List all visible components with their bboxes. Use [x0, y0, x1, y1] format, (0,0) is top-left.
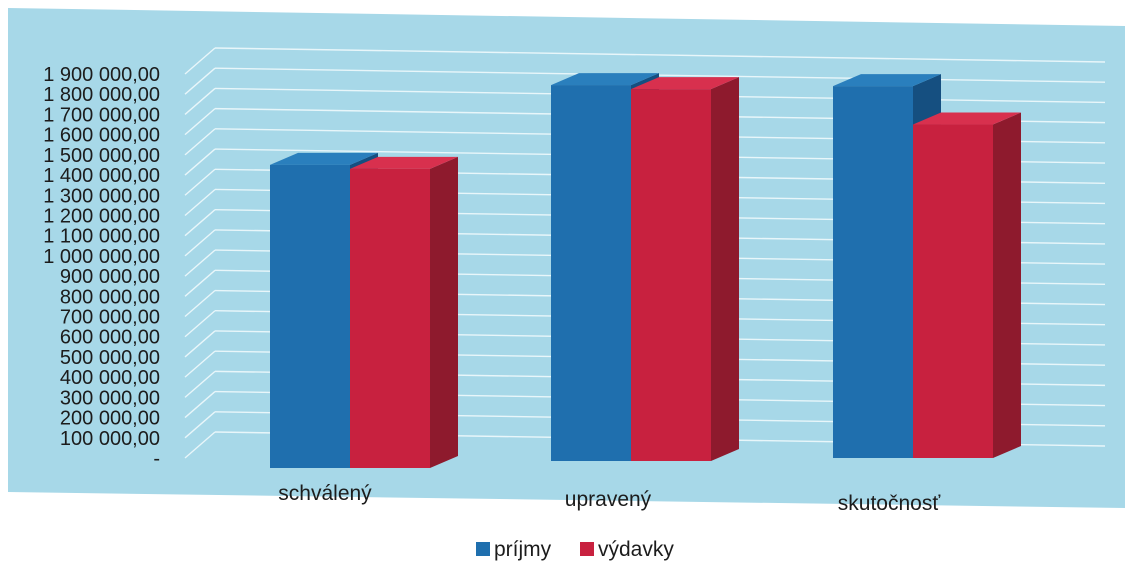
gridline-diagonal [184, 47, 216, 75]
y-tick-label: 1 300 000,00 [43, 185, 160, 207]
gridline-diagonal [184, 269, 216, 297]
y-tick-label: 1 700 000,00 [43, 104, 160, 126]
gridline [214, 47, 1106, 63]
bar-výdavky-schválený [350, 156, 458, 468]
bar-top [913, 112, 1021, 125]
gridline-diagonal [184, 411, 216, 439]
bar-side [430, 156, 458, 468]
gridline-diagonal [184, 229, 216, 257]
legend-swatch [476, 542, 490, 556]
x-category-label: skutočnosť [838, 492, 942, 515]
gridline [214, 67, 1106, 83]
x-axis: schválený upravený skutočnosť [278, 482, 941, 515]
y-tick-label: 1 900 000,00 [43, 64, 160, 86]
gridline-diagonal [184, 188, 216, 217]
bar-top [551, 73, 659, 86]
bars [270, 73, 1021, 468]
gridline-diagonal [184, 87, 216, 115]
bar-výdavky-upravený [631, 77, 739, 461]
gridline-diagonal [184, 128, 216, 156]
y-tick-label: 300 000,00 [60, 387, 160, 409]
gridline-diagonal [184, 108, 216, 136]
legend-swatch [580, 542, 594, 556]
gridline-diagonal [184, 67, 216, 95]
gridline-diagonal [184, 330, 216, 358]
bar-top [270, 152, 378, 165]
bar-front [270, 164, 350, 468]
bar-výdavky-skutočnosť [913, 112, 1021, 459]
y-tick-label: 600 000,00 [60, 327, 160, 349]
gridline-diagonal [184, 289, 216, 318]
gridline-diagonal [184, 431, 216, 459]
legend: príjmy výdavky [476, 538, 674, 561]
y-tick-label: 1 000 000,00 [43, 246, 160, 268]
gridline-diagonal [184, 370, 216, 398]
bar-top [833, 74, 941, 87]
bar-top [350, 156, 458, 169]
x-category-label: upravený [565, 488, 652, 511]
y-tick-label: 1 100 000,00 [43, 226, 160, 248]
x-category-label: schválený [278, 482, 372, 505]
bar-side [993, 112, 1021, 459]
y-tick-label: 1 200 000,00 [43, 205, 160, 227]
y-tick-label: 1 400 000,00 [43, 165, 160, 187]
gridline-diagonal [184, 249, 216, 277]
legend-label: príjmy [494, 538, 552, 561]
legend-label: výdavky [598, 538, 674, 561]
bar-front [350, 168, 430, 468]
bar-side [711, 77, 739, 461]
y-tick-label: 1 800 000,00 [43, 84, 160, 106]
bar-front [913, 124, 993, 459]
y-tick-label: 800 000,00 [60, 286, 160, 308]
legend-item-príjmy: príjmy [476, 538, 552, 561]
y-tick-label: 900 000,00 [60, 266, 160, 288]
gridline-diagonal [184, 209, 216, 237]
y-tick-label: 500 000,00 [60, 347, 160, 369]
bar-top [631, 77, 739, 90]
bar-front [551, 85, 631, 461]
y-tick-label: 100 000,00 [60, 428, 160, 450]
gridline-diagonal [184, 168, 216, 196]
bar-front [631, 89, 711, 461]
y-tick-label: 400 000,00 [60, 367, 160, 389]
y-tick-label: 1 500 000,00 [43, 145, 160, 167]
gridline-diagonal [184, 391, 216, 419]
y-tick-label: 700 000,00 [60, 307, 160, 329]
legend-item-výdavky: výdavky [580, 538, 674, 561]
y-tick-label: 1 600 000,00 [43, 125, 160, 147]
bar-front [833, 86, 913, 458]
gridline-diagonal [184, 148, 216, 176]
gridline-diagonal [184, 310, 216, 338]
y-tick-label: - [153, 448, 160, 470]
y-tick-label: 200 000,00 [60, 408, 160, 430]
gridline-diagonal [184, 350, 216, 378]
